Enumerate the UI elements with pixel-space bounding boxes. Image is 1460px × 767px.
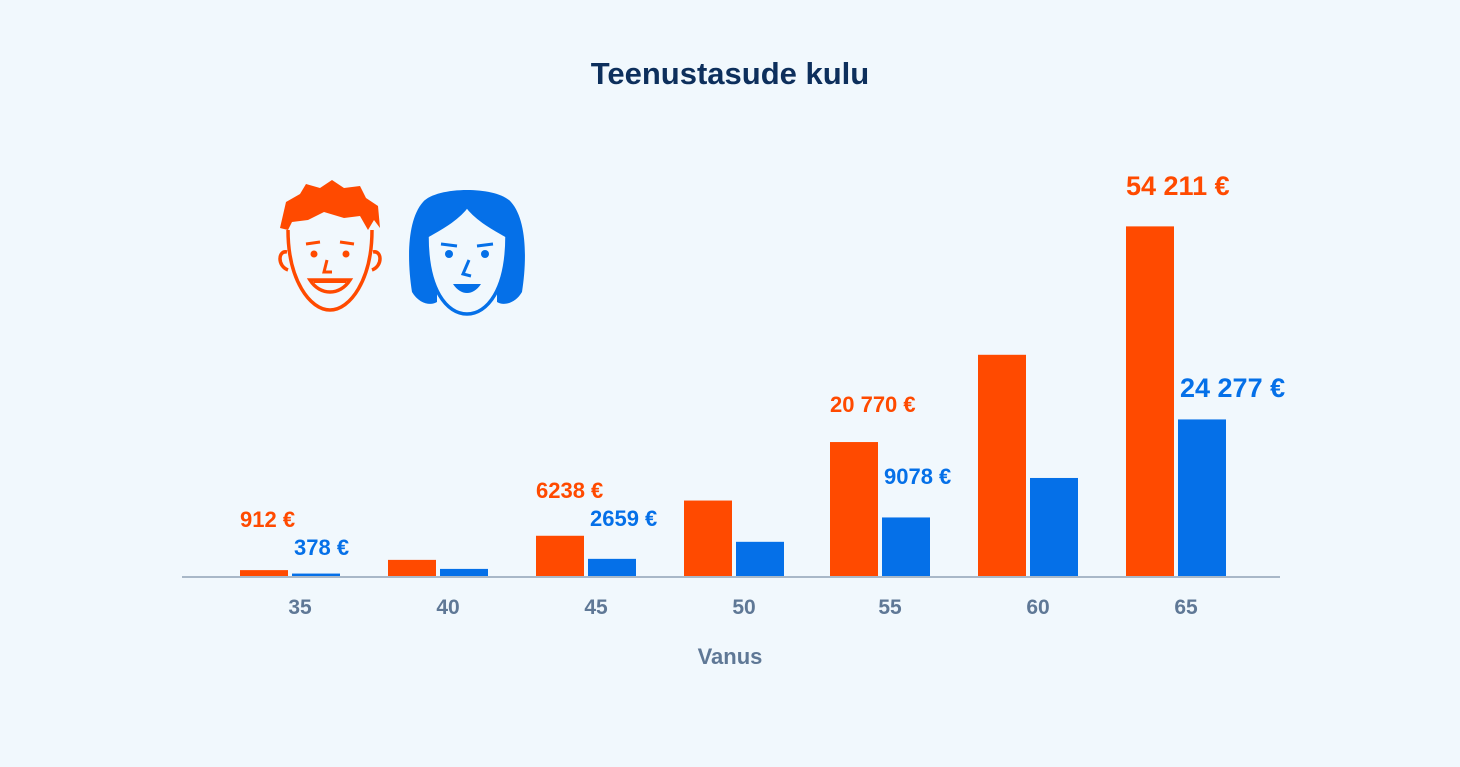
bar-series2-65 [1178,419,1226,576]
bar-series2-40 [440,568,488,576]
value-label-series2-35: 378 € [294,535,349,560]
bar-series1-60 [978,354,1026,576]
value-label-series2-45: 2659 € [590,506,657,531]
value-label-series1-65: 54 211 € [1126,171,1230,201]
chart-title: Teenustasude kulu [590,56,870,91]
bar-series2-35 [292,573,340,576]
x-tick-60: 60 [1026,596,1049,619]
x-tick-65: 65 [1174,596,1198,619]
bar-series1-35 [240,570,288,576]
x-tick-40: 40 [436,596,459,619]
x-axis-label: Vanus [698,644,763,669]
bar-series2-50 [736,541,784,576]
bar-series2-55 [882,517,930,576]
bar-series1-45 [536,535,584,576]
x-tick-55: 55 [878,596,902,619]
male-face-icon [278,180,382,312]
bar-series1-55 [830,442,878,576]
bar-series2-60 [1030,477,1078,576]
value-label-series2-65: 24 277 € [1180,373,1285,403]
x-tick-50: 50 [732,596,755,619]
x-tick-35: 35 [288,596,312,619]
value-label-series1-45: 6238 € [536,478,603,503]
bar-series1-40 [388,559,436,576]
value-label-series2-55: 9078 € [884,464,951,489]
bar-series1-65 [1126,226,1174,576]
female-face-icon [409,190,525,316]
bar-series2-45 [588,558,636,576]
bar-series1-50 [684,500,732,576]
x-tick-45: 45 [584,596,608,619]
value-label-series1-35: 912 € [240,507,295,532]
value-label-series1-55: 20 770 € [830,392,916,417]
